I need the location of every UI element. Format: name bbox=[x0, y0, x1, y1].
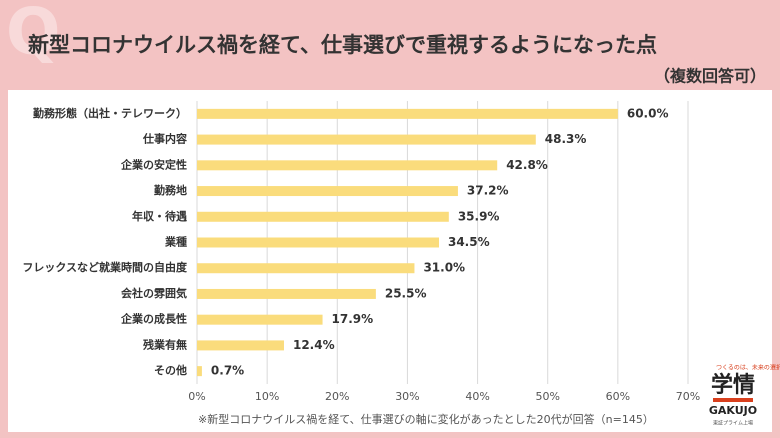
value-label: 34.5% bbox=[448, 235, 490, 249]
value-label: 48.3% bbox=[545, 132, 587, 146]
y-tick-label: 勤務形態（出社・テレワーク） bbox=[33, 106, 187, 120]
bar bbox=[197, 314, 323, 325]
y-tick-label: 会社の雰囲気 bbox=[121, 286, 187, 300]
value-label: 60.0% bbox=[627, 106, 669, 120]
x-tick-label: 0% bbox=[188, 390, 205, 403]
bar bbox=[197, 186, 458, 197]
logo-roman: GAKUJO bbox=[709, 404, 757, 417]
value-label: 17.9% bbox=[332, 312, 374, 326]
value-label: 0.7% bbox=[211, 364, 244, 378]
bar bbox=[197, 288, 376, 299]
y-tick-label: 仕事内容 bbox=[142, 132, 187, 146]
logo-name: 学情 bbox=[711, 372, 755, 398]
bar bbox=[197, 340, 284, 351]
y-tick-label: フレックスなど就業時間の自由度 bbox=[22, 260, 188, 274]
chart-subtitle: （複数回答可） bbox=[654, 67, 766, 86]
footnote: ※新型コロナウイルス禍を経て、仕事選びの軸に変化があったとした20代が回答（n=… bbox=[198, 412, 654, 426]
bar bbox=[197, 263, 415, 274]
x-tick-label: 30% bbox=[395, 390, 419, 403]
y-tick-label: 残業有無 bbox=[143, 337, 187, 351]
bar bbox=[197, 366, 202, 377]
value-label: 12.4% bbox=[293, 338, 335, 352]
x-tick-label: 60% bbox=[606, 390, 630, 403]
y-tick-label: 年収・待遇 bbox=[132, 209, 187, 223]
bar bbox=[197, 211, 449, 222]
y-tick-label: 勤務地 bbox=[154, 183, 187, 197]
value-label: 37.2% bbox=[467, 184, 509, 198]
y-tick-label: その他 bbox=[154, 363, 187, 377]
y-tick-label: 企業の安定性 bbox=[120, 157, 187, 171]
x-tick-label: 70% bbox=[676, 390, 700, 403]
value-label: 42.8% bbox=[506, 158, 548, 172]
x-tick-label: 10% bbox=[255, 390, 279, 403]
panel bbox=[8, 90, 772, 432]
logo-bar bbox=[713, 398, 753, 402]
y-tick-label: 業種 bbox=[164, 235, 187, 249]
logo-tagline: つくるのは、未来の選択肢 bbox=[716, 364, 780, 372]
logo-sub: 東証プライム上場 bbox=[713, 420, 753, 427]
watermark: Q bbox=[6, 0, 60, 70]
chart-title: 新型コロナウイルス禍を経て、仕事選びで重視するようになった点 bbox=[28, 33, 657, 57]
bar bbox=[197, 134, 536, 145]
x-tick-label: 50% bbox=[535, 390, 559, 403]
y-tick-label: 企業の成長性 bbox=[120, 312, 187, 326]
value-label: 25.5% bbox=[385, 286, 427, 300]
bar bbox=[197, 160, 498, 171]
value-label: 35.9% bbox=[458, 209, 500, 223]
bar bbox=[197, 108, 618, 119]
x-tick-label: 40% bbox=[465, 390, 489, 403]
value-label: 31.0% bbox=[423, 261, 465, 275]
bar bbox=[197, 237, 439, 248]
x-tick-label: 20% bbox=[325, 390, 349, 403]
